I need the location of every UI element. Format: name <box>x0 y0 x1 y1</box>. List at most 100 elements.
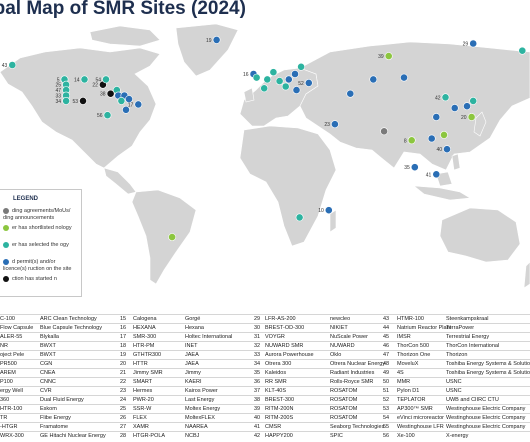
site-marker[interactable] <box>62 97 70 105</box>
table-row: ergy Well CVR 23 Hermes Kairos Power 37 KLT-40… <box>0 386 530 395</box>
table-cell: Kairos Power <box>185 388 218 394</box>
site-marker[interactable] <box>440 131 448 139</box>
site-marker[interactable] <box>8 61 17 69</box>
table-cell: RITM-200N <box>265 406 294 412</box>
table-cell: 19 <box>120 352 127 358</box>
table-cell: JAEA <box>185 352 199 358</box>
table-cell: USNC <box>446 388 462 394</box>
table-cell: Flow Capsule <box>0 325 34 331</box>
site-marker[interactable] <box>292 86 301 94</box>
table-cell: HEXANA <box>133 325 156 331</box>
site-marker[interactable] <box>467 113 476 121</box>
site-marker[interactable] <box>469 39 478 48</box>
table-cell: Kaleidos <box>265 370 287 376</box>
table-cell: 29 <box>254 316 261 322</box>
site-marker[interactable] <box>518 46 527 55</box>
table-cell: 51 <box>383 388 390 394</box>
table-cell: Framatome <box>40 424 69 430</box>
site-marker[interactable] <box>407 136 416 145</box>
table-cell: 28 <box>120 433 127 439</box>
site-marker[interactable] <box>346 89 355 98</box>
site-marker[interactable] <box>284 75 293 84</box>
table-cell: 54 <box>383 415 390 421</box>
site-marker[interactable] <box>384 52 393 60</box>
table-cell: Hexana <box>185 325 204 331</box>
site-marker[interactable] <box>125 95 133 103</box>
legend-item: ction has started n <box>3 276 79 283</box>
site-marker[interactable] <box>450 104 459 112</box>
table-cell: 47 <box>383 352 390 358</box>
site-marker[interactable] <box>252 73 261 82</box>
table-cell: NuScale Power <box>330 334 368 340</box>
site-marker[interactable] <box>380 127 388 136</box>
table-cell: KLT-40S <box>265 388 286 394</box>
table-cell: 53 <box>383 406 390 412</box>
site-marker[interactable] <box>168 233 176 241</box>
site-marker[interactable] <box>260 84 269 93</box>
table-cell: TerraPower <box>446 325 475 331</box>
site-marker[interactable] <box>324 206 333 215</box>
site-marker[interactable] <box>106 89 115 98</box>
legend-swatch <box>3 259 9 265</box>
legend: LEGEND ding agreements/MoUs/ ding announ… <box>0 189 82 297</box>
landmass-south-america <box>131 189 197 285</box>
table-cell: 49 <box>383 370 390 376</box>
site-marker[interactable] <box>79 97 87 105</box>
table-cell: Flibe Energy <box>40 415 71 421</box>
site-marker[interactable] <box>410 163 419 172</box>
site-marker[interactable] <box>369 75 378 84</box>
site-marker-label: 52 <box>298 81 304 87</box>
page-title: obal Map of SMR Sites (2024) <box>0 0 246 19</box>
table-cell: Pylon D1 <box>397 388 420 394</box>
table-cell: 32 <box>254 343 261 349</box>
table-cell: Thorizon <box>446 352 468 358</box>
landmass-philippines <box>451 153 461 171</box>
site-marker[interactable] <box>291 70 299 78</box>
site-marker[interactable] <box>269 68 278 77</box>
site-marker-label: 10 <box>318 208 324 214</box>
site-marker[interactable] <box>432 113 441 121</box>
site-marker[interactable] <box>263 75 272 84</box>
legend-item-label: ding agreements/MoUs/ ding announcements <box>3 208 71 221</box>
site-marker[interactable] <box>295 213 304 222</box>
table-cell: Moltex Energy <box>185 406 221 412</box>
table-cell: 36 <box>254 379 261 385</box>
site-marker[interactable] <box>469 97 478 105</box>
site-marker[interactable] <box>400 73 408 82</box>
landmass-indonesia <box>413 185 471 201</box>
table-cell: XAMR <box>133 424 149 430</box>
table-cell: MoltexFLEX <box>185 415 215 421</box>
site-marker[interactable] <box>304 79 313 87</box>
legend-item: ding agreements/MoUs/ ding announcements <box>3 208 79 221</box>
site-marker[interactable] <box>134 100 143 109</box>
site-marker-label: 14 <box>74 77 80 83</box>
site-marker[interactable] <box>103 111 112 120</box>
site-marker[interactable] <box>80 75 89 84</box>
site-marker[interactable] <box>297 62 305 71</box>
table-cell: Seaborg Technologies <box>330 424 385 430</box>
table-cell: Jimmy <box>185 370 201 376</box>
table-cell: RR SMR <box>265 379 287 385</box>
site-marker[interactable] <box>432 170 441 179</box>
site-marker[interactable] <box>102 75 110 84</box>
table-row: WRX-300 GE Hitachi Nuclear Energy 28 HTGR-P… <box>0 431 530 440</box>
site-marker[interactable] <box>443 145 451 154</box>
table-cell: SMART <box>133 379 153 385</box>
site-marker[interactable] <box>122 105 130 114</box>
site-marker[interactable] <box>281 82 290 91</box>
site-marker[interactable] <box>330 120 339 129</box>
table-cell: Last Energy <box>185 397 215 403</box>
landmass-japan <box>473 111 487 137</box>
table-cell: NAAREA <box>185 424 208 430</box>
table-row: PR500 CGN 20 HTTR JAEA 34 Otrera 300 Otrera Nuc… <box>0 359 530 368</box>
site-marker[interactable] <box>441 93 450 102</box>
site-marker[interactable] <box>117 97 126 105</box>
site-marker[interactable] <box>275 77 284 85</box>
table-cell: NR <box>0 343 8 349</box>
site-marker[interactable] <box>427 134 436 143</box>
site-marker[interactable] <box>212 35 221 44</box>
site-marker[interactable] <box>463 102 471 111</box>
legend-item: d permit(s) and/or licence(s) ruction on… <box>3 259 79 272</box>
table-cell: ROSATOM <box>330 397 358 403</box>
legend-item: er has shortlisted nology <box>3 225 79 232</box>
